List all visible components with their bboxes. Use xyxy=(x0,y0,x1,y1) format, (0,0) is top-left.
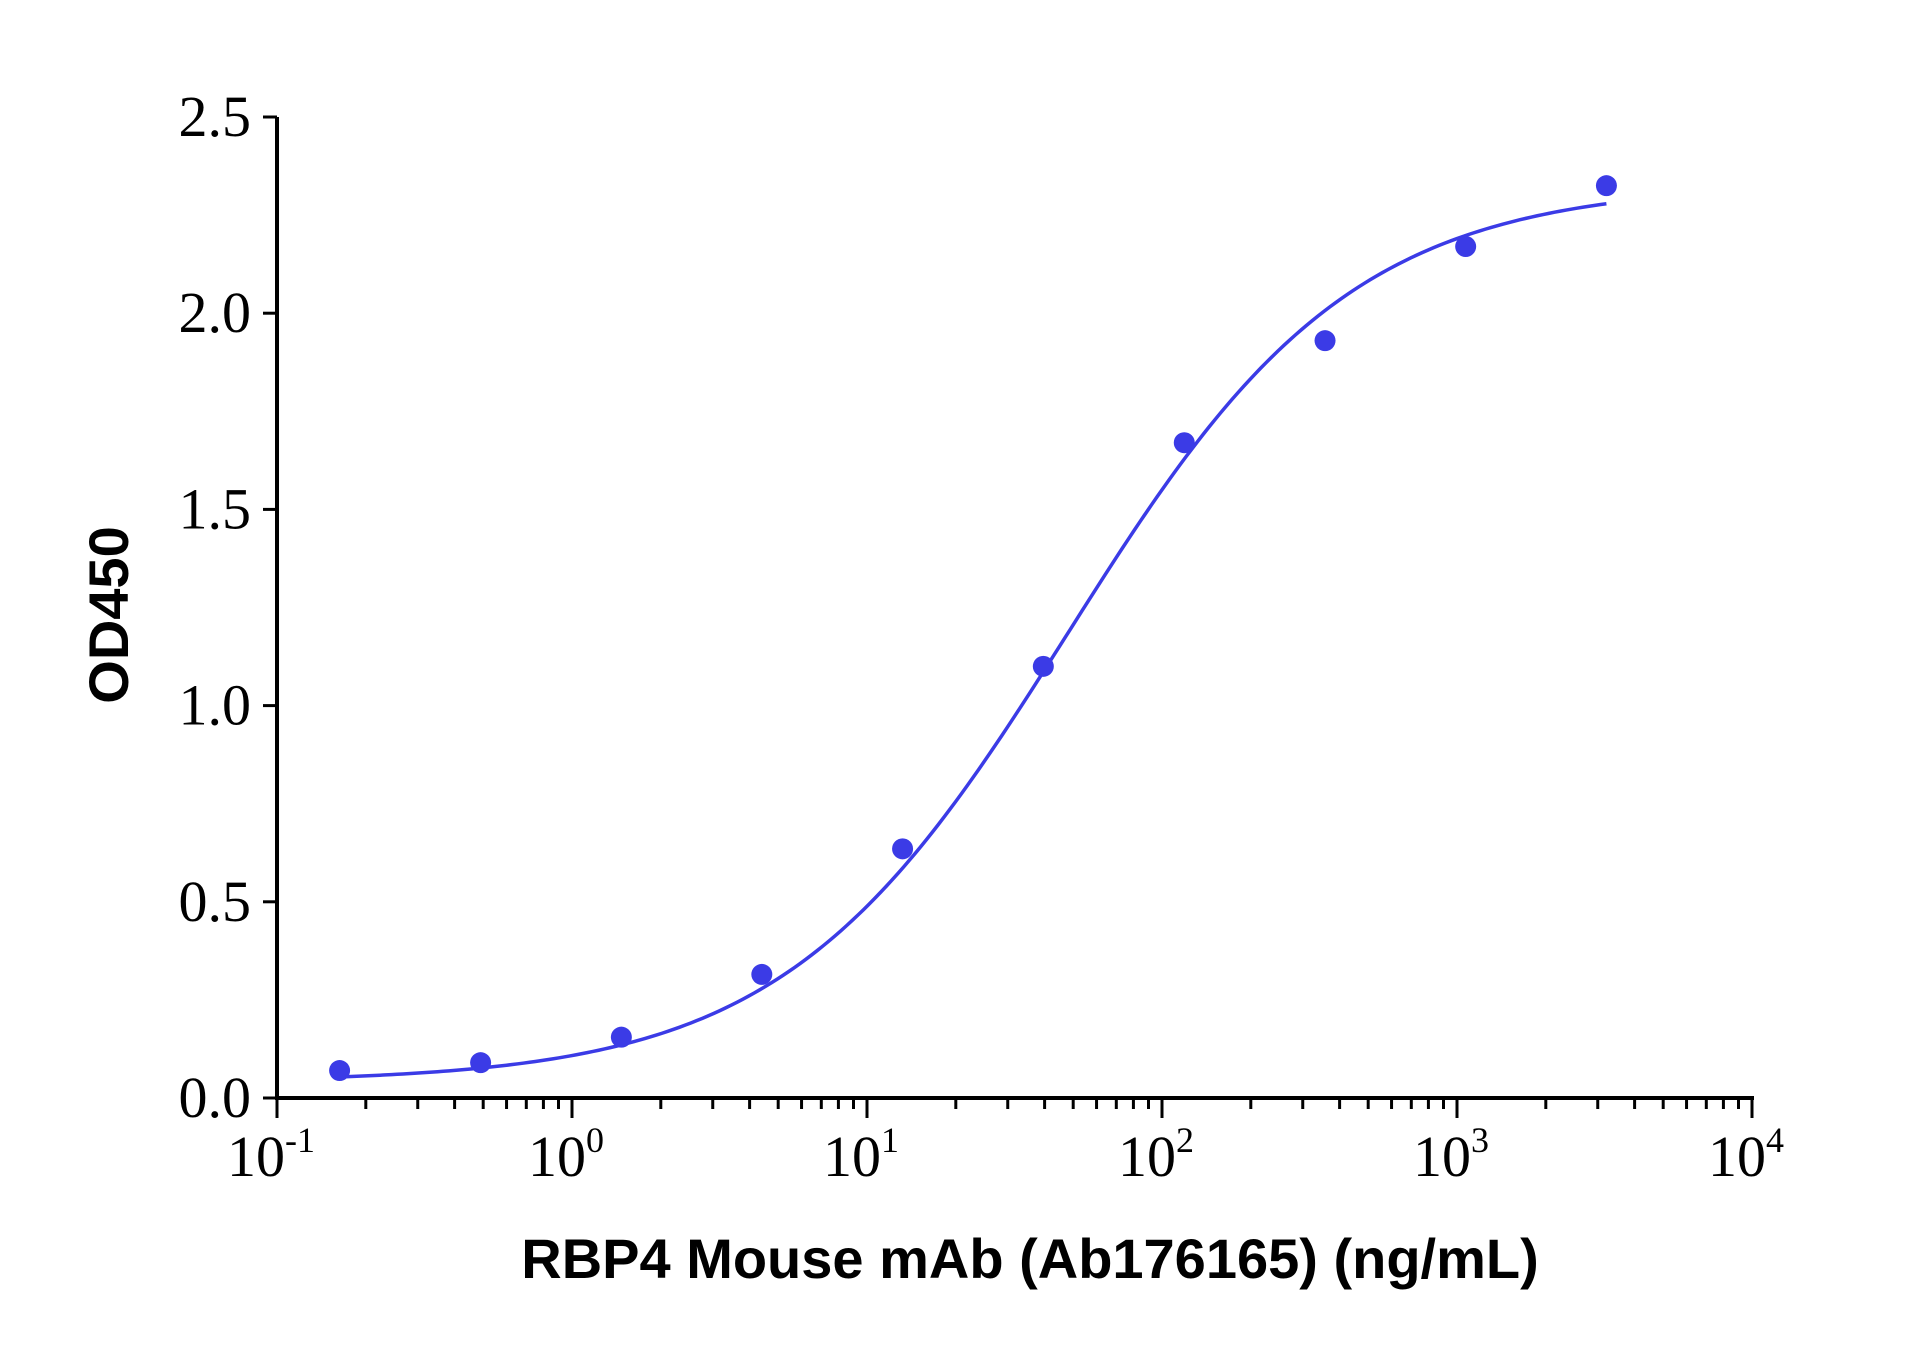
data-point xyxy=(329,1060,351,1082)
fit-layer xyxy=(339,201,1607,1079)
y-tick-label: 2.5 xyxy=(179,84,252,149)
x-tick-label: 101 xyxy=(823,1120,899,1189)
data-point xyxy=(1455,235,1477,257)
points-layer xyxy=(329,175,1617,1082)
data-point xyxy=(1314,330,1336,352)
data-point xyxy=(1595,175,1617,197)
x-tick-label: 100 xyxy=(528,1120,604,1189)
y-tick-label: 1.5 xyxy=(179,476,252,541)
data-point xyxy=(610,1026,632,1048)
data-point xyxy=(1032,655,1054,677)
x-axis-title: RBP4 Mouse mAb (Ab176165) (ng/mL) xyxy=(521,1227,1539,1290)
x-tick-label: 103 xyxy=(1413,1120,1489,1189)
data-point xyxy=(751,963,773,985)
y-tick-label: 1.0 xyxy=(179,673,252,738)
data-point xyxy=(470,1052,492,1074)
labels-layer: 0.0 0.5 1.0 1.5 2.0 2.5 10-1 100 101 102 103 104 xyxy=(179,84,1785,1189)
y-tick-label: 0.5 xyxy=(179,869,252,934)
x-tick-label: 104 xyxy=(1708,1120,1784,1189)
x-tick-label: 10-1 xyxy=(227,1120,315,1189)
y-tick-label: 2.0 xyxy=(179,280,252,345)
y-tick-label: 0.0 xyxy=(179,1065,252,1130)
data-point xyxy=(1173,432,1195,454)
fit-curve xyxy=(339,201,1607,1079)
axes xyxy=(263,115,1754,1118)
x-tick-label: 102 xyxy=(1118,1120,1194,1189)
y-axis-title: OD450 xyxy=(77,526,140,703)
data-point xyxy=(892,838,914,860)
